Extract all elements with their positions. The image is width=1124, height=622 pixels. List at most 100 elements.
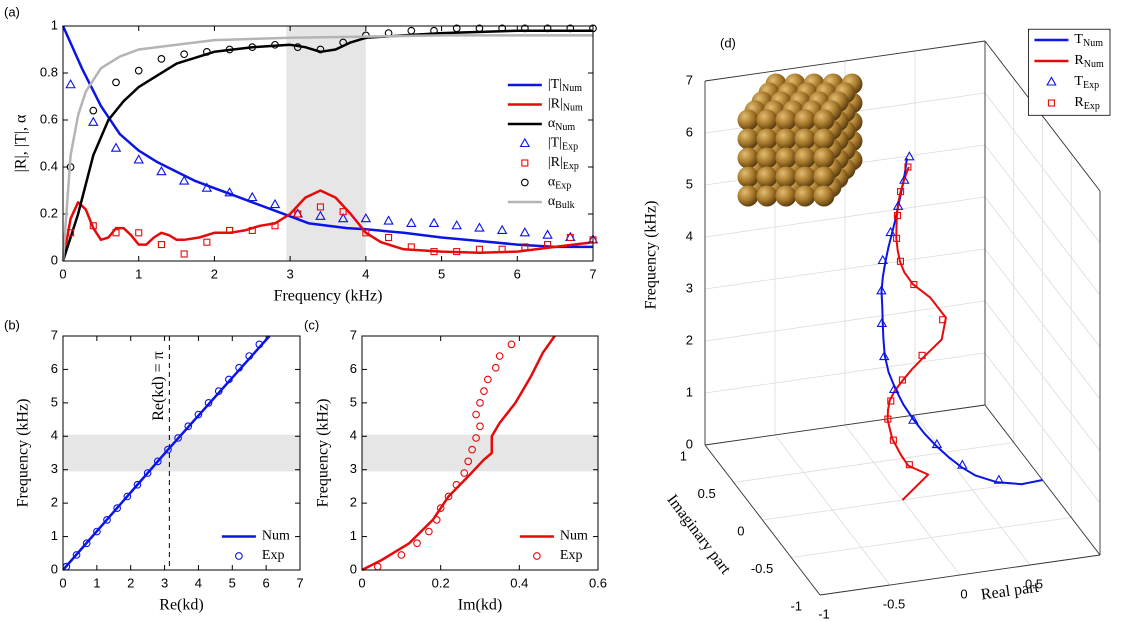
marker — [67, 229, 75, 237]
legend-label: RExp — [1074, 95, 1099, 112]
legend-label: αExp — [548, 175, 571, 192]
legend-label: RNum — [1074, 53, 1104, 70]
marker — [496, 224, 508, 234]
marker — [876, 317, 888, 328]
marker — [476, 422, 484, 431]
y-tick-label: 3 — [350, 461, 357, 476]
y-tick-label: 3 — [51, 461, 58, 476]
marker — [362, 229, 370, 237]
marker — [498, 245, 506, 253]
x-tick-label: 7 — [296, 575, 303, 590]
marker — [204, 399, 213, 407]
marker — [214, 387, 223, 396]
sphere — [775, 109, 797, 131]
sphere — [794, 166, 816, 188]
legend-name: α — [548, 116, 556, 131]
sphere — [813, 185, 835, 207]
y-tick-label: 1 — [350, 528, 357, 543]
legend-label: TExp — [1074, 74, 1099, 91]
marker — [271, 222, 279, 230]
x-axis-label: Re(kd) — [159, 597, 203, 614]
x-tick-label: 5 — [229, 575, 236, 590]
marker — [444, 492, 453, 501]
legend-name: T — [1074, 32, 1083, 47]
marker — [135, 229, 143, 237]
marker — [123, 492, 132, 501]
legend-entry: Num — [221, 529, 290, 544]
marker — [877, 254, 888, 265]
legend-name: Num — [262, 529, 290, 544]
marker — [293, 43, 302, 52]
marker — [72, 551, 81, 559]
x-tick-label: 2 — [211, 266, 218, 281]
axes-edge — [704, 444, 821, 596]
legend-name: R — [1074, 95, 1084, 110]
marker — [521, 159, 529, 167]
y-axis-label: |R|, |T|, α — [13, 114, 30, 172]
legend-entry: TExp — [1046, 74, 1099, 91]
marker — [235, 552, 243, 560]
legend-entry: |T|Exp — [519, 136, 578, 153]
sample-illustration — [737, 73, 863, 207]
legend-name: Exp — [560, 548, 583, 563]
marker — [451, 220, 462, 230]
x-tick-label: 6 — [514, 266, 521, 281]
panel-label: (b) — [4, 317, 20, 332]
y-tick-label: 1 — [51, 17, 58, 32]
x-tick-label: 1 — [135, 266, 142, 281]
marker — [436, 504, 445, 513]
y-tick-label: 7 — [51, 327, 58, 342]
y-tick-label: 0.4 — [40, 158, 58, 173]
marker — [476, 399, 484, 407]
x-tick-label: 4 — [195, 575, 202, 590]
marker — [269, 198, 281, 209]
marker — [892, 200, 904, 210]
marker — [194, 410, 203, 419]
legend-subscript: Exp — [1083, 80, 1099, 91]
shaded-band — [286, 26, 366, 261]
y-tick-label: 5 — [51, 394, 58, 409]
legend-subscript: Num — [563, 103, 583, 114]
x-tick-label: 0 — [960, 586, 967, 601]
z-tick-label: 6 — [686, 124, 693, 139]
marker — [887, 397, 895, 405]
axes-frame — [361, 335, 599, 571]
legend-subscript: Num — [555, 122, 575, 133]
panel-label: (c) — [304, 317, 319, 332]
legend-label: Exp — [560, 548, 583, 563]
marker — [519, 227, 531, 237]
marker — [939, 316, 947, 324]
marker — [110, 142, 122, 152]
marker — [507, 340, 516, 349]
marker — [889, 436, 897, 444]
shaded-band — [63, 434, 300, 472]
x-tick-label: 6 — [263, 575, 270, 590]
marker — [428, 217, 440, 227]
legend-subscript: Exp — [563, 161, 579, 172]
line — [361, 335, 556, 572]
y-tick-label: 0.2 — [40, 205, 58, 220]
marker — [544, 241, 552, 249]
legend-entry: RNum — [1034, 53, 1104, 70]
legend-subscript: Exp — [555, 181, 571, 192]
marker — [542, 229, 553, 239]
y-tick-label: 6 — [51, 361, 58, 376]
legend-label: Exp — [262, 548, 285, 563]
marker — [315, 210, 326, 220]
marker — [918, 351, 926, 359]
marker — [957, 459, 968, 469]
x-tick-label: 0 — [59, 575, 66, 590]
line — [880, 158, 1043, 486]
grid-line — [984, 144, 1101, 296]
sphere — [813, 166, 835, 188]
marker — [82, 539, 91, 548]
marker — [134, 66, 143, 75]
grid-line — [984, 300, 1101, 452]
y-tick-label: 6 — [350, 361, 357, 376]
x-tick-label: -1 — [818, 606, 830, 621]
sphere — [775, 128, 797, 150]
marker — [406, 217, 417, 227]
x-tick-label: 1 — [93, 575, 100, 590]
legend-subscript: Num — [1083, 38, 1103, 49]
marker — [519, 137, 531, 148]
